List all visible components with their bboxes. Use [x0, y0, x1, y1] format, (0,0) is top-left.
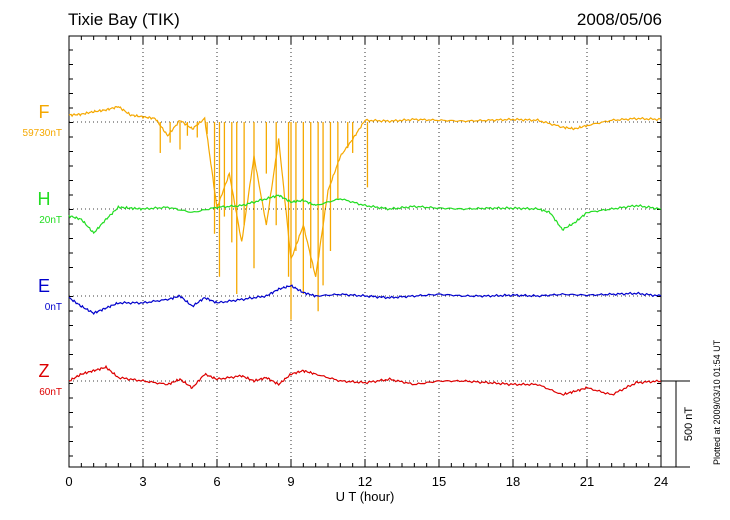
- series-baseline-z: 60nT: [39, 387, 62, 398]
- x-tick-label: 3: [139, 474, 146, 489]
- series-line-e: [68, 284, 662, 316]
- station-title: Tixie Bay (TIK): [68, 10, 180, 29]
- x-tick-label: 24: [654, 474, 668, 489]
- series-name-f: F: [39, 102, 50, 122]
- chart-date: 2008/05/06: [576, 10, 662, 29]
- series-baseline-e: 0nT: [45, 302, 62, 313]
- series-baseline-h: 20nT: [39, 215, 62, 226]
- series-name-h: H: [38, 189, 51, 209]
- series-line-z: [68, 364, 662, 396]
- x-axis-label: U T (hour): [336, 489, 395, 504]
- series-name-z: Z: [39, 361, 50, 381]
- scale-bar-label: 500 nT: [683, 407, 695, 442]
- series-baseline-f: 59730nT: [23, 128, 62, 139]
- x-tick-label: 12: [358, 474, 372, 489]
- x-tick-label: 9: [287, 474, 294, 489]
- series-line-h: [68, 194, 662, 235]
- series-line-f: [68, 105, 662, 277]
- x-tick-label: 18: [506, 474, 520, 489]
- series-name-e: E: [38, 276, 50, 296]
- x-tick-label: 15: [432, 474, 446, 489]
- x-tick-label: 21: [580, 474, 594, 489]
- x-tick-label: 0: [65, 474, 72, 489]
- x-tick-label: 6: [213, 474, 220, 489]
